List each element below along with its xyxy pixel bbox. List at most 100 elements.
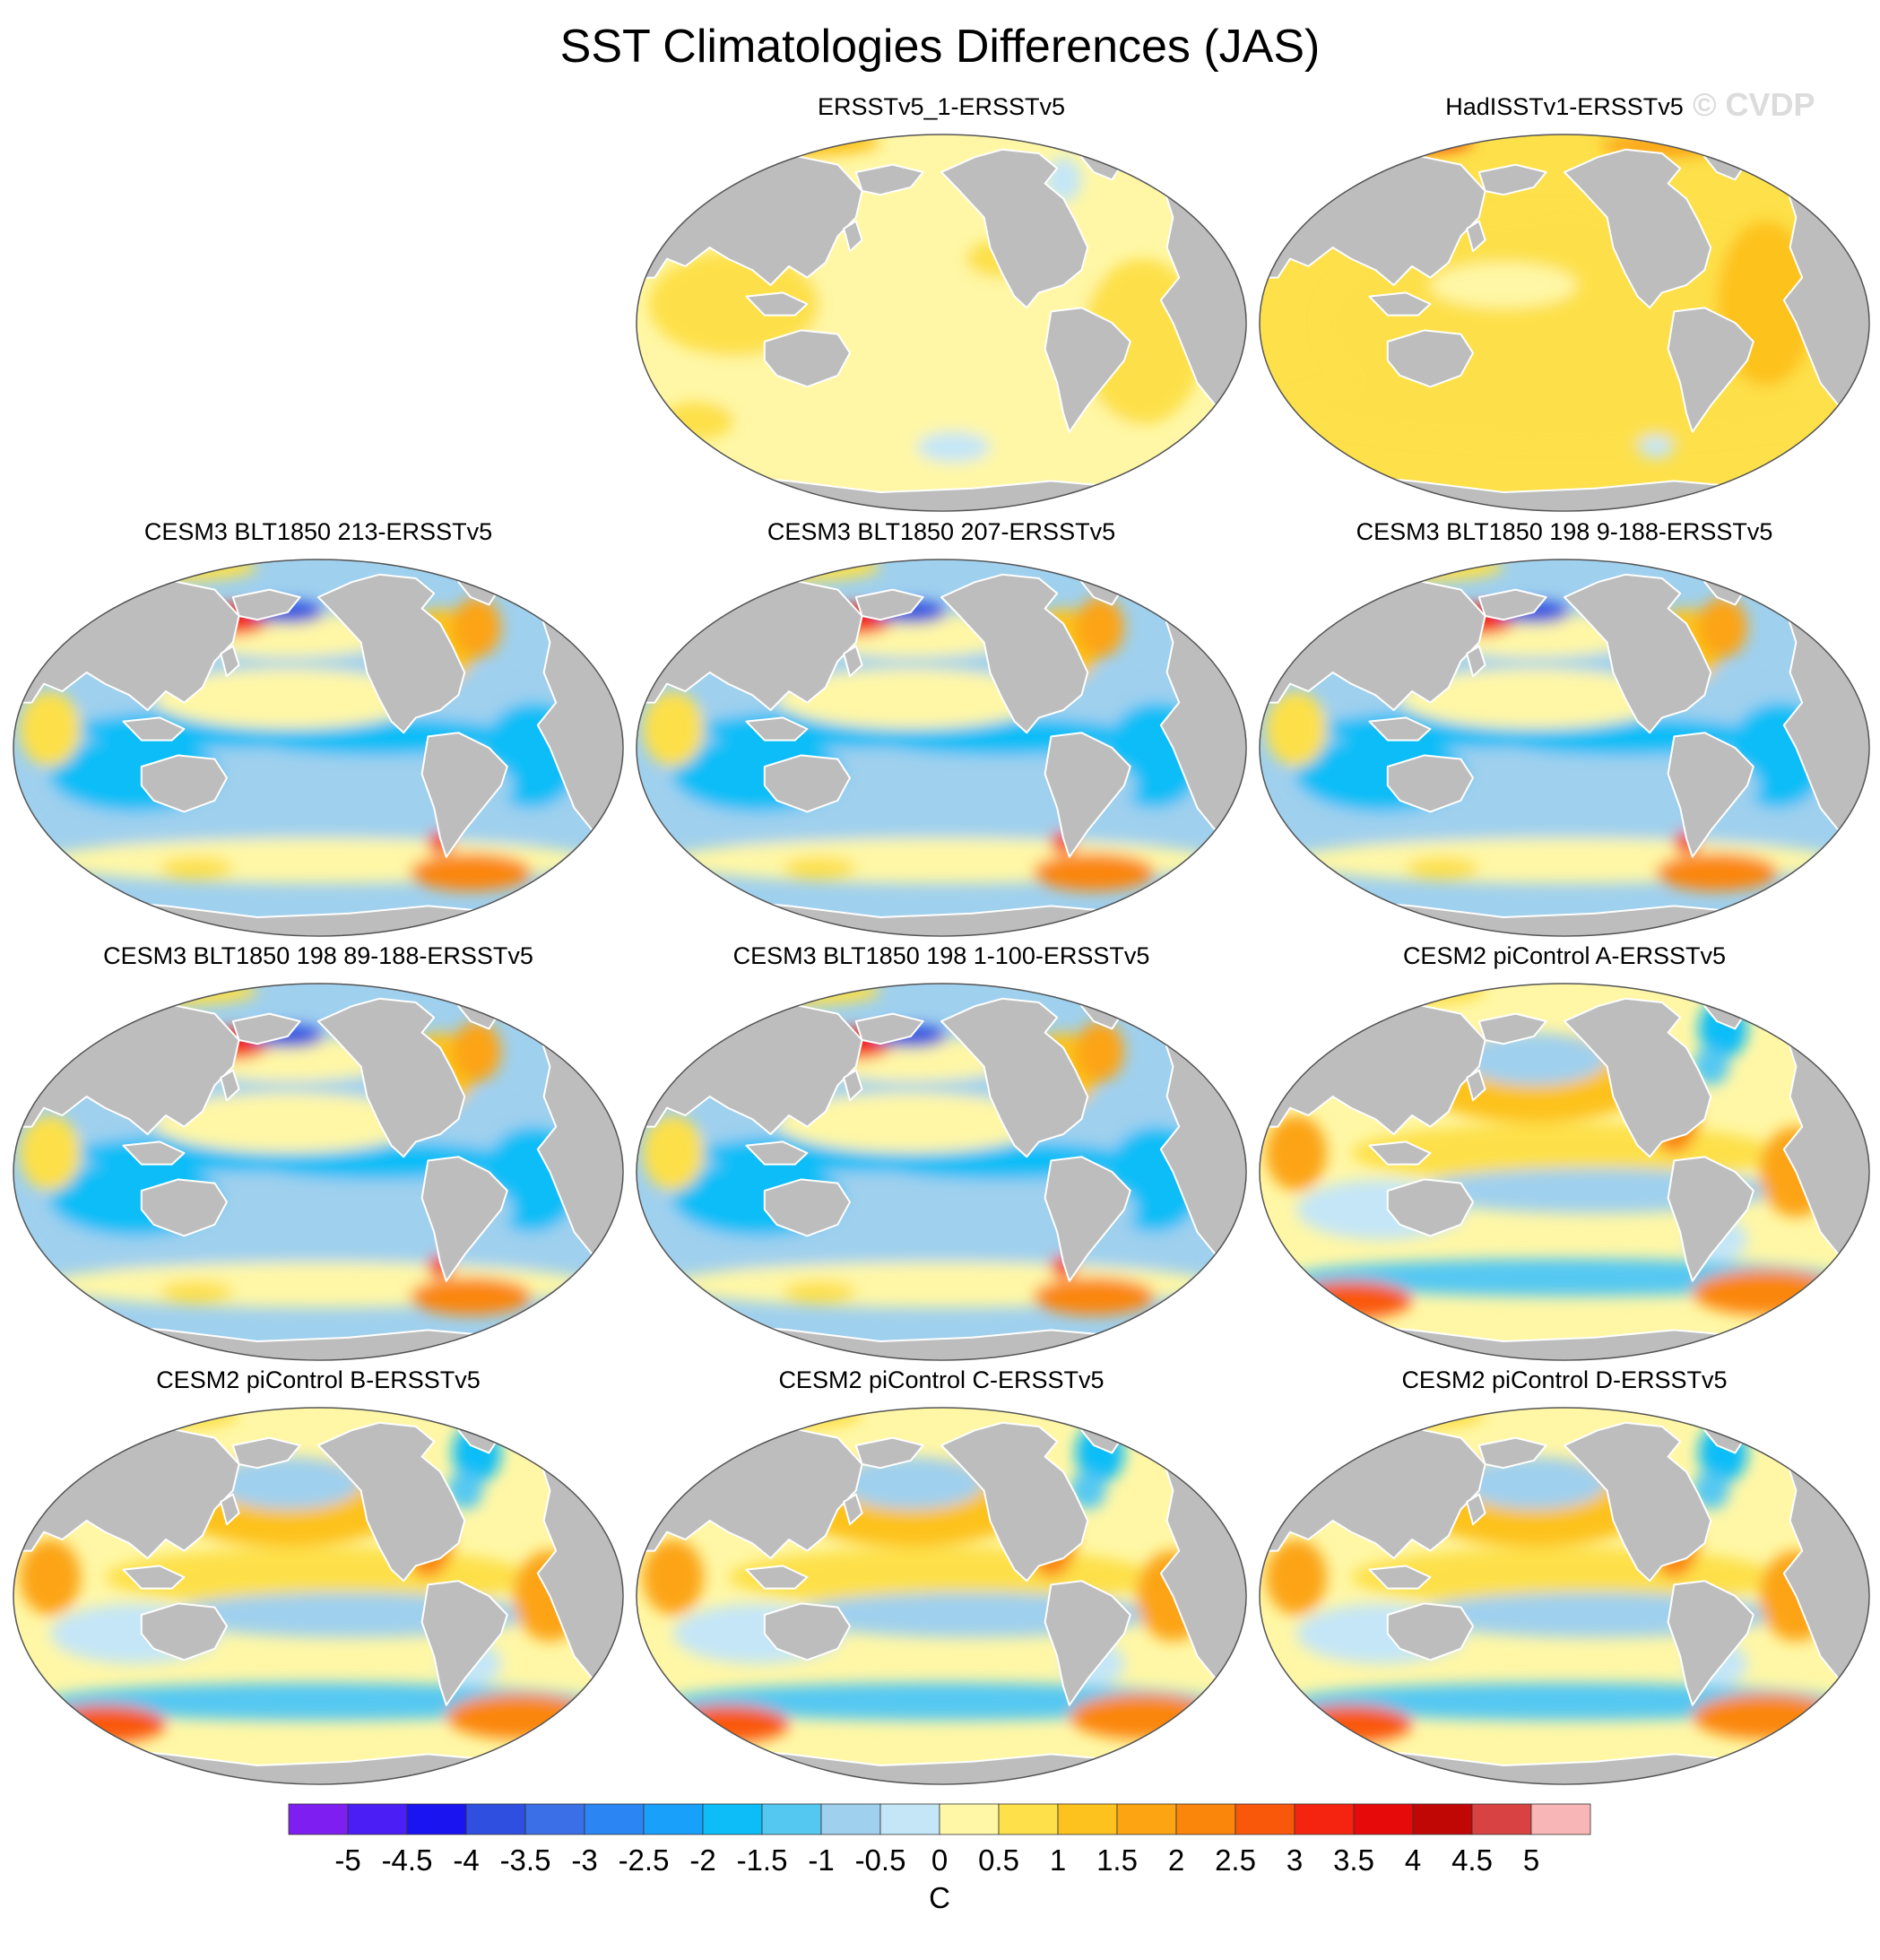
sst-field [637, 134, 1246, 511]
colorbar-swatch [1175, 1803, 1236, 1835]
sst-field [1260, 559, 1869, 936]
anomaly-contour [160, 1280, 233, 1304]
map-frame [13, 559, 624, 937]
anomaly-contour [1033, 853, 1155, 891]
anomaly-contour [1692, 1694, 1839, 1739]
colorbar-tick-label: 4 [1405, 1843, 1421, 1877]
colorbar-tick-label: 5 [1523, 1843, 1539, 1877]
panel-title: CESM2 piControl D-ERSSTv5 [1401, 1366, 1727, 1393]
colorbar-tick-label: 4.5 [1451, 1843, 1493, 1877]
map-frame [13, 983, 624, 1361]
anomaly-contour [697, 247, 1185, 473]
sst-field [637, 984, 1246, 1360]
sst-field [1260, 984, 1869, 1360]
sst-field [1260, 134, 1869, 511]
colorbar-tick-label: 3.5 [1333, 1843, 1374, 1877]
map-panels: ERSSTv5_1-ERSSTv5 HadISSTv1-ERSSTv5 CESM3 … [13, 93, 1870, 1785]
anomaly-contour [99, 1411, 172, 1435]
anomaly-contour [19, 1115, 81, 1191]
colorbar-swatch [761, 1803, 822, 1835]
anomaly-contour [446, 1694, 593, 1739]
colorbar-swatch [1116, 1803, 1177, 1835]
anomaly-contour [1075, 597, 1125, 658]
anomaly-contour [642, 1539, 704, 1615]
anomaly-contour [1265, 1539, 1327, 1615]
colorbar-swatch [820, 1803, 881, 1835]
anomaly-contour [1290, 1280, 1412, 1319]
colorbar-tick-label: 1.5 [1096, 1843, 1138, 1877]
sst-field [1260, 1408, 1869, 1784]
colorbar-tick-label: -2 [689, 1843, 715, 1877]
colorbar-swatch [1294, 1803, 1355, 1835]
sst-field [13, 1408, 623, 1784]
colorbar-tick-label: -5 [334, 1843, 360, 1877]
anomaly-contour [1460, 1456, 1607, 1510]
colorbar-swatch [643, 1803, 704, 1835]
map-panel: CESM2 piControl B-ERSSTv5 [13, 1366, 624, 1785]
anomaly-contour [1637, 436, 1675, 459]
colorbar-swatch [1471, 1803, 1532, 1835]
anomaly-contour [452, 1021, 501, 1082]
map-frame [1259, 983, 1870, 1361]
anomaly-contour [715, 1408, 862, 1431]
panel-title: CESM3 BLT1850 198 1-100-ERSSTv5 [733, 942, 1150, 969]
colorbar-tick-label: 3 [1287, 1843, 1303, 1877]
anomaly-contour [153, 668, 422, 730]
map-frame [1259, 1407, 1870, 1785]
anomaly-contour [410, 1277, 532, 1315]
map-frame [636, 559, 1247, 937]
colorbar-swatch [939, 1803, 1000, 1835]
anomaly-contour [837, 1456, 984, 1510]
colorbar-swatch [524, 1803, 585, 1835]
anomaly-contour [1345, 1411, 1418, 1435]
colorbar-swatch [1412, 1803, 1473, 1835]
anomaly-contour [1351, 134, 1473, 153]
map-panel: CESM2 piControl A-ERSSTv5 [1259, 942, 1870, 1361]
anomaly-contour [1069, 1694, 1216, 1739]
anomaly-contour [1265, 1115, 1327, 1191]
colorbar-swatch [288, 1803, 349, 1835]
panel-title: HadISSTv1-ERSSTv5 [1445, 93, 1684, 120]
colorbar-swatch [1057, 1803, 1118, 1835]
anomaly-contour [44, 1704, 166, 1743]
anomaly-contour [1460, 1032, 1607, 1086]
colorbar-swatch [584, 1803, 645, 1835]
anomaly-contour [1075, 1021, 1125, 1082]
panel-title: CESM3 BLT1850 207-ERSSTv5 [767, 518, 1115, 545]
map-panel: CESM3 BLT1850 198 1-100-ERSSTv5 [636, 942, 1247, 1361]
colorbar-tick-label: -4 [453, 1843, 479, 1877]
colorbar-swatch [1235, 1803, 1295, 1835]
map-frame [1259, 134, 1870, 512]
colorbar-swatch [406, 1803, 467, 1835]
colorbar-swatch [1353, 1803, 1414, 1835]
colorbar-tick-label: -3 [571, 1843, 597, 1877]
anomaly-contour [214, 1456, 361, 1510]
map-panel: CESM3 BLT1850 198 9-188-ERSSTv5 [1259, 518, 1870, 937]
colorbar-swatch [347, 1803, 408, 1835]
anomaly-contour [783, 1280, 856, 1304]
colorbar-tick-label: 0.5 [978, 1843, 1019, 1877]
land-mask [1260, 990, 1869, 1360]
anomaly-contour [776, 668, 1045, 730]
colorbar-tick-label: -0.5 [855, 1843, 906, 1877]
map-frame [1259, 559, 1870, 937]
anomaly-contour [783, 856, 856, 880]
colorbar-tick-label: -1 [808, 1843, 834, 1877]
map-frame [636, 983, 1247, 1361]
anomaly-contour [776, 1092, 1045, 1153]
colorbar-tick-label: 2 [1168, 1843, 1184, 1877]
colorbar-swatch [998, 1803, 1059, 1835]
panel-title: CESM2 piControl B-ERSSTv5 [156, 1366, 481, 1393]
map-frame [13, 1407, 624, 1785]
map-panel: ERSSTv5_1-ERSSTv5 [636, 93, 1247, 512]
colorbar: -5 -4.5 -4 -3.5 -3 -2.5 -2 -1.5 -1 -0.5 0 0.5 1 1.5 2 2… [288, 1803, 1591, 1914]
figure-title: SST Climatologies Differences (JAS) [559, 21, 1321, 73]
anomaly-contour [642, 691, 704, 767]
sst-field [637, 559, 1246, 936]
map-panel: CESM2 piControl C-ERSSTv5 [636, 1366, 1247, 1785]
colorbar-tick-label: -4.5 [382, 1843, 433, 1877]
colorbar-swatch [879, 1803, 940, 1835]
map-panel: CESM3 BLT1850 207-ERSSTv5 [636, 518, 1247, 937]
anomaly-contour [916, 431, 991, 463]
